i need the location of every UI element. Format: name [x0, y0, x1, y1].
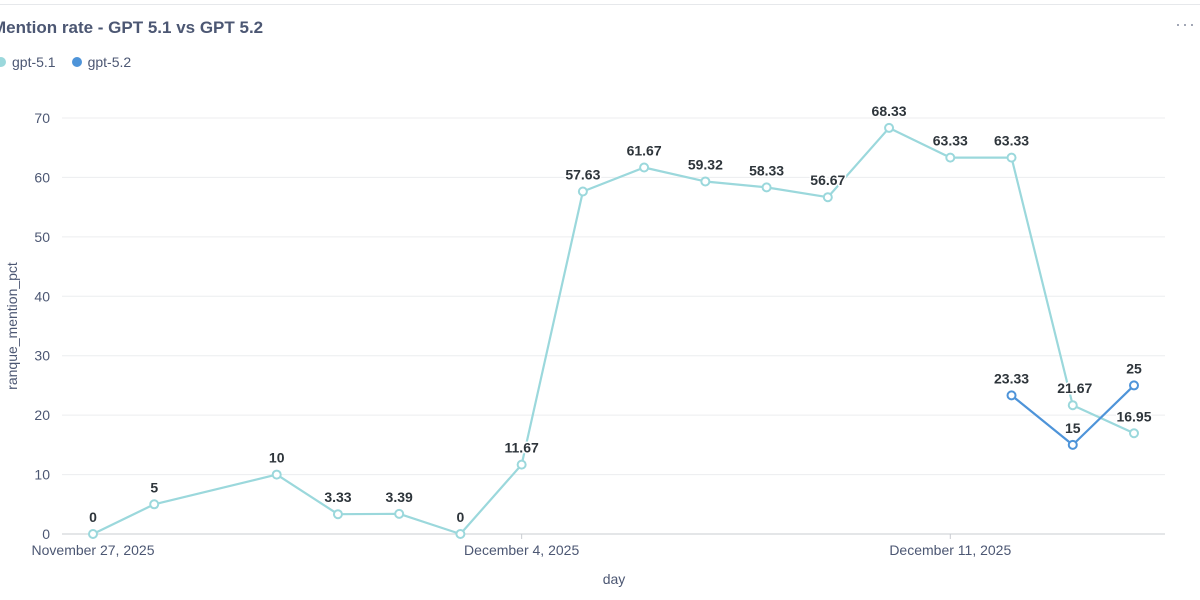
more-options-icon[interactable]: ··· [1175, 14, 1196, 34]
data-label-gpt-5.1-0: 0 [89, 509, 97, 525]
data-point-gpt-5.2-0 [1006, 390, 1017, 401]
data-point-gpt-5.1-10 [761, 182, 772, 193]
data-point-gpt-5.1-16 [1129, 428, 1139, 439]
y-tick-0: 0 [42, 526, 50, 542]
data-labels: 0 5 10 3.33 3.39 0 11.67 57.63 61.67 59.32 58.33 56… [88, 101, 1154, 526]
chart-title[interactable]: Mention rate - GPT 5.1 vs GPT 5.2 [0, 18, 264, 37]
data-label-gpt-5.1-9: 59.32 [688, 156, 723, 172]
data-point-gpt-5.1-7 [577, 186, 588, 197]
data-point-gpt-5.1-1 [149, 499, 160, 510]
series-points [88, 122, 1139, 539]
data-label-gpt-5.1-6: 11.67 [505, 440, 539, 456]
data-label-gpt-5.2-0: 23.33 [994, 370, 1029, 386]
data-label-gpt-5.1-11: 56.67 [810, 172, 845, 188]
data-point-gpt-5.1-12 [884, 122, 895, 133]
legend-label-gpt-5-2: gpt-5.2 [87, 54, 132, 70]
y-tick-50: 50 [34, 229, 50, 245]
data-point-gpt-5.1-0 [88, 529, 98, 539]
data-label-gpt-5.1-15: 21.67 [1057, 380, 1092, 396]
data-point-gpt-5.1-3 [332, 509, 343, 520]
x-tick-label-1: December 4, 2025 [464, 542, 579, 558]
legend-dot-gpt-5-2 [71, 57, 82, 67]
series-lines [91, 126, 1136, 536]
data-label-gpt-5.2-1: 15 [1065, 420, 1081, 436]
y-tick-60: 60 [34, 169, 50, 185]
data-point-gpt-5.2-1 [1067, 439, 1078, 450]
legend-dot-gpt-5-1 [0, 57, 6, 67]
data-label-gpt-5.1-4: 3.39 [386, 489, 413, 505]
legend: gpt-5.1 gpt-5.2 [0, 54, 131, 70]
data-label-gpt-5.1-14: 63.33 [994, 133, 1029, 149]
y-tick-30: 30 [34, 348, 50, 364]
legend-label-gpt-5-1: gpt-5.1 [12, 54, 56, 70]
data-label-gpt-5.1-16: 16.95 [1116, 408, 1151, 424]
data-label-gpt-5.1-5: 0 [457, 509, 465, 525]
data-label-gpt-5.1-2: 10 [269, 450, 285, 466]
series-line-gpt-5.1 [91, 126, 1136, 536]
x-axis-ticks: November 27, 2025 December 4, 2025 Decembe… [32, 534, 1011, 558]
data-point-gpt-5.1-14 [1006, 152, 1017, 163]
grid-lines [62, 117, 1165, 535]
legend-item-gpt-5-2[interactable]: gpt-5.2 [71, 54, 132, 70]
data-point-gpt-5.1-5 [455, 529, 466, 539]
y-tick-40: 40 [34, 288, 50, 304]
data-label-gpt-5.1-7: 57.63 [565, 167, 600, 183]
data-point-gpt-5.1-11 [822, 192, 833, 203]
data-point-gpt-5.1-9 [700, 176, 711, 187]
data-label-gpt-5.1-13: 63.33 [933, 133, 968, 149]
legend-item-gpt-5-1[interactable]: gpt-5.1 [0, 54, 56, 70]
data-label-gpt-5.1-3: 3.33 [324, 489, 351, 505]
x-tick-label-0: November 27, 2025 [32, 542, 155, 558]
data-label-gpt-5.1-8: 61.67 [627, 143, 662, 159]
y-axis-title: ranque_mention_pct [4, 262, 20, 390]
data-label-gpt-5.1-1: 5 [150, 479, 158, 495]
data-label-gpt-5.2-2: 25 [1126, 360, 1142, 376]
y-tick-70: 70 [34, 110, 50, 126]
data-point-gpt-5.1-4 [394, 508, 405, 519]
x-axis-title: day [603, 571, 626, 587]
data-point-gpt-5.2-2 [1129, 380, 1139, 391]
top-divider [0, 4, 1200, 5]
data-label-gpt-5.1-12: 68.33 [872, 103, 907, 119]
data-point-gpt-5.1-2 [271, 469, 282, 480]
data-point-gpt-5.1-8 [639, 162, 650, 173]
data-point-gpt-5.1-6 [516, 459, 527, 470]
data-label-gpt-5.1-10: 58.33 [749, 162, 784, 178]
y-tick-10: 10 [34, 467, 50, 483]
data-point-gpt-5.1-13 [945, 152, 956, 163]
x-tick-label-2: December 11, 2025 [889, 542, 1011, 558]
y-tick-20: 20 [34, 407, 50, 423]
data-point-gpt-5.1-15 [1067, 400, 1078, 411]
y-axis-ticks: 0 10 20 30 40 50 60 70 [34, 110, 50, 542]
